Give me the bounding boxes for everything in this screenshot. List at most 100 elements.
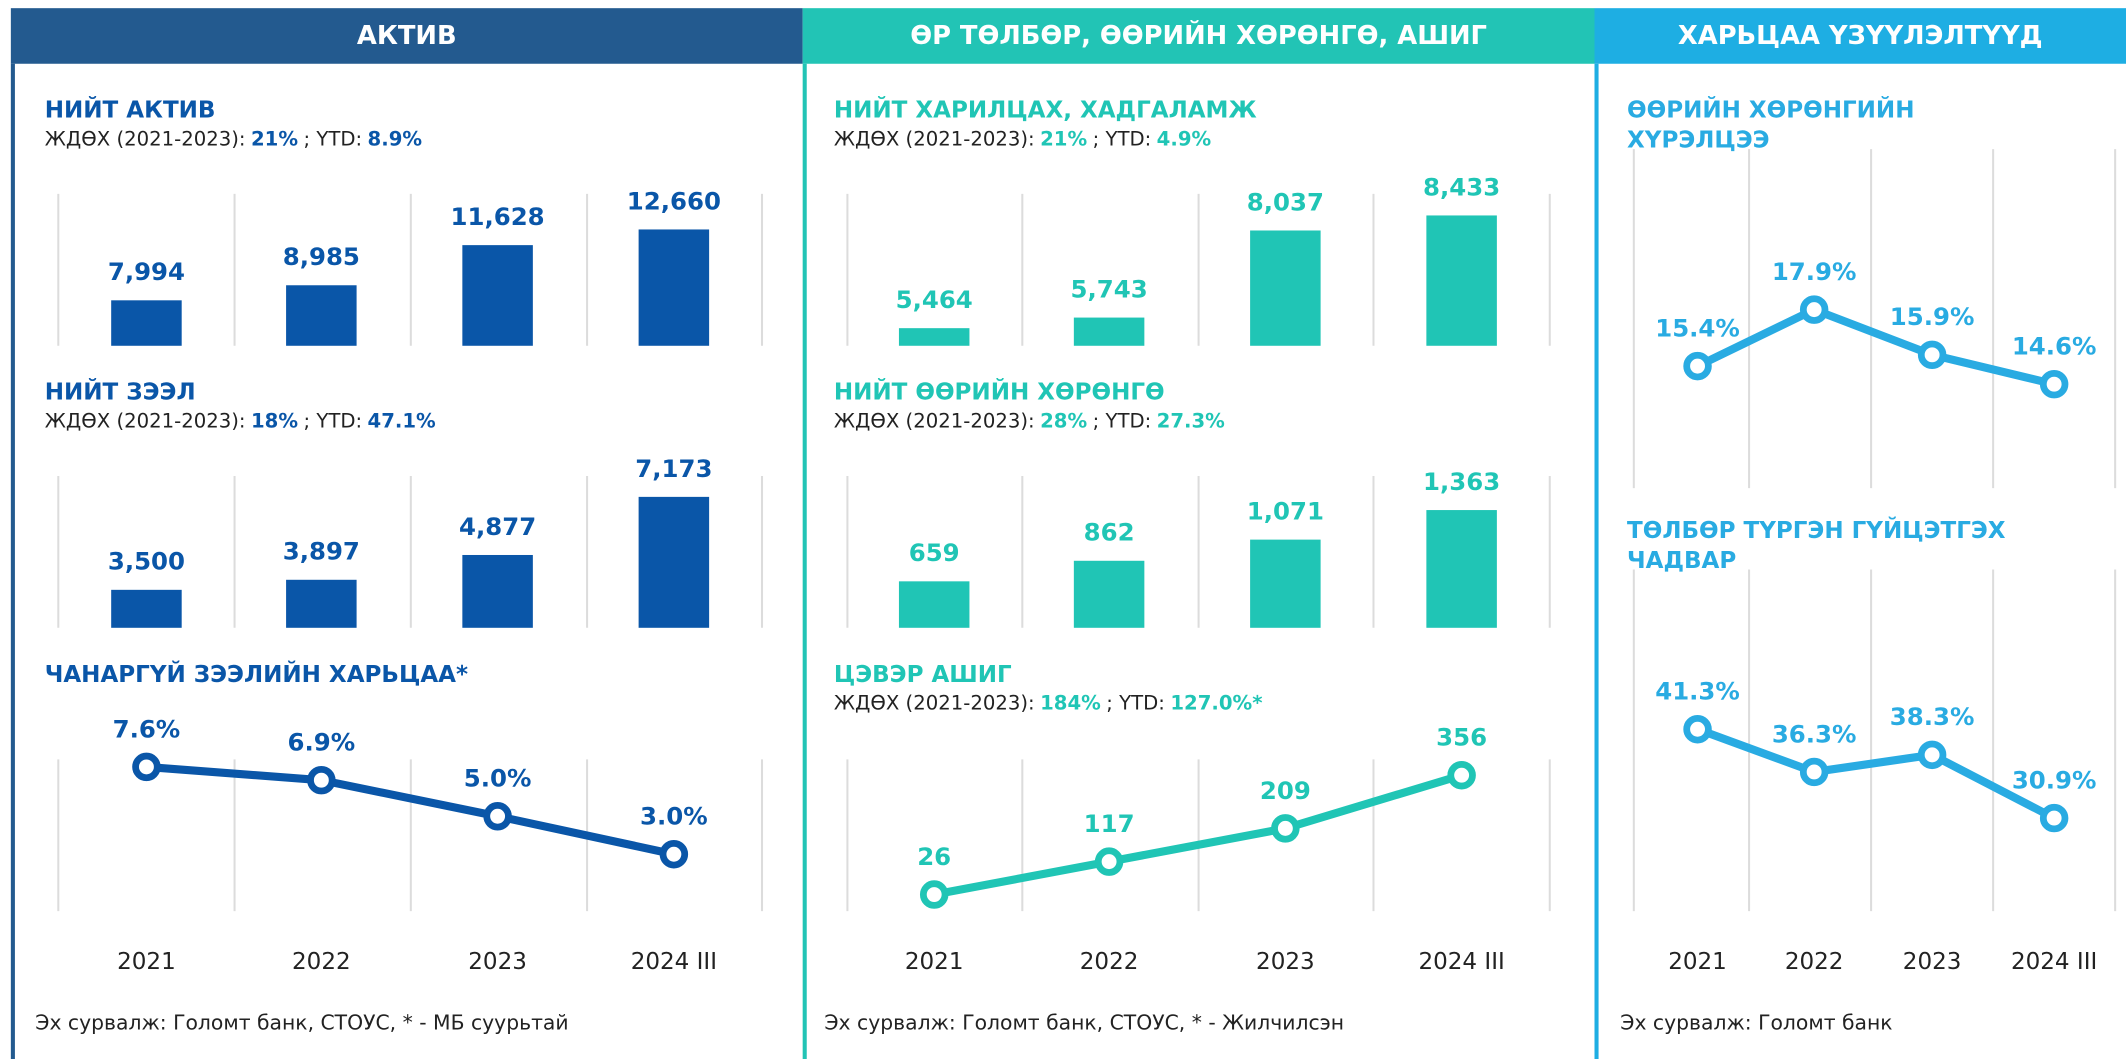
marker bbox=[1917, 740, 1947, 770]
chart: ЦЭВЭР АШИГ ЖДӨХ (2021-2023): 184%; YTD: 127… bbox=[834, 662, 1551, 975]
bar bbox=[1250, 539, 1321, 628]
subtitle-part: ; YTD: bbox=[1106, 691, 1165, 714]
bar bbox=[638, 496, 710, 628]
source-note: Эх сурвалж: Голомт банк bbox=[1620, 1011, 1892, 1035]
subtitle-part: ; YTD: bbox=[303, 127, 362, 150]
value-label: 7.6% bbox=[113, 714, 181, 743]
bar bbox=[462, 554, 533, 628]
chart-title: ХҮРЭЛЦЭЭ bbox=[1627, 128, 1770, 154]
x-tick-label: 2021 bbox=[117, 949, 176, 975]
line bbox=[1696, 725, 2057, 822]
chart-subtitle: ЖДӨХ (2021-2023): 21% ; YTD: 4.9% bbox=[834, 127, 1212, 150]
subtitle-part: 18% bbox=[251, 409, 298, 432]
x-tick-label: 2023 bbox=[1256, 949, 1315, 975]
line bbox=[146, 762, 675, 859]
chart: НИЙТ ЗЭЭЛ ЖДӨХ (2021-2023): 18%; YTD: 47.1%… bbox=[45, 378, 764, 628]
bar bbox=[1426, 215, 1497, 346]
marker bbox=[2039, 369, 2069, 399]
subtitle-part: 27.3% bbox=[1157, 409, 1225, 432]
value-label: 15.4% bbox=[1655, 314, 1740, 343]
chart: ЧАНАРГҮЙ ЗЭЭЛИЙН ХАРЬЦАА* 7.6% 6.9% 5.0% 3.0… bbox=[45, 660, 764, 975]
value-label: 6.9% bbox=[288, 728, 356, 757]
marker bbox=[307, 765, 336, 795]
marker bbox=[2039, 803, 2069, 833]
marker bbox=[919, 880, 949, 909]
value-label: 3,500 bbox=[108, 547, 185, 576]
subtitle-part: 21% bbox=[251, 127, 298, 150]
subtitle-part: 4.9% bbox=[1157, 127, 1212, 150]
value-label: 1,363 bbox=[1423, 467, 1500, 496]
marker bbox=[1094, 847, 1124, 876]
x-tick-label: 2022 bbox=[1785, 949, 1844, 975]
chart-title: ТӨЛБӨР ТҮРГЭН ГҮЙЦЭТГЭХ bbox=[1627, 516, 2006, 544]
bar bbox=[1426, 510, 1497, 628]
value-label: 659 bbox=[909, 538, 960, 567]
marker bbox=[1799, 757, 1829, 787]
marker bbox=[1447, 760, 1476, 790]
value-label: 30.9% bbox=[2012, 765, 2097, 794]
value-label: 117 bbox=[1084, 809, 1135, 838]
chart-title: НИЙТ ӨӨРИЙН ХӨРӨНГӨ bbox=[834, 378, 1165, 406]
bar bbox=[1073, 560, 1145, 628]
bar bbox=[898, 328, 970, 346]
panel-header-bg bbox=[802, 8, 1595, 64]
value-label: 7,994 bbox=[108, 257, 185, 286]
x-tick-label: 2021 bbox=[905, 949, 964, 975]
x-tick-label: 2022 bbox=[292, 949, 351, 975]
chart-subtitle: ЖДӨХ (2021-2023): 18%; YTD: 47.1% bbox=[45, 409, 436, 432]
value-label: 5.0% bbox=[464, 764, 532, 793]
value-label: 3.0% bbox=[640, 802, 708, 831]
panel-header: ХАРЬЦАА ҮЗҮҮЛЭЛТҮҮД bbox=[1678, 21, 2043, 51]
marker bbox=[1917, 340, 1947, 370]
bar bbox=[462, 245, 533, 346]
bar bbox=[638, 229, 710, 346]
marker bbox=[132, 752, 161, 782]
value-label: 209 bbox=[1260, 776, 1311, 805]
chart: ӨӨРИЙН ХӨРӨНГИЙН ХҮРЭЛЦЭЭ 15.4% 17.9% 15.9% 1… bbox=[1627, 96, 2117, 489]
panel-header: АКТИВ bbox=[357, 21, 457, 51]
marker bbox=[1271, 814, 1300, 843]
chart-title: ЧАНАРГҮЙ ЗЭЭЛИЙН ХАРЬЦАА* bbox=[45, 660, 468, 688]
subtitle-part: ЖДӨХ (2021-2023): bbox=[834, 409, 1035, 432]
subtitle-part: 8.9% bbox=[368, 127, 423, 150]
bar bbox=[898, 581, 970, 628]
subtitle-part: ; YTD: bbox=[1093, 127, 1152, 150]
value-label: 3,897 bbox=[283, 537, 360, 566]
chart: НИЙТ ӨӨРИЙН ХӨРӨНГӨ ЖДӨХ (2021-2023): 28%;… bbox=[834, 378, 1551, 628]
value-label: 1,071 bbox=[1247, 497, 1324, 526]
subtitle-part: ЖДӨХ (2021-2023): bbox=[834, 691, 1035, 714]
bar bbox=[111, 589, 182, 628]
bar bbox=[111, 300, 182, 346]
chart-title: НИЙТ ЗЭЭЛ bbox=[45, 378, 196, 406]
chart-title: ЧАДВАР bbox=[1627, 548, 1736, 574]
x-tick-label: 2021 bbox=[1668, 949, 1727, 975]
bar bbox=[286, 579, 357, 628]
source-note: Эх сурвалж: Голомт банк, СТОУС, * - МБ с… bbox=[35, 1011, 568, 1035]
value-label: 41.3% bbox=[1655, 677, 1740, 706]
chart-title: НИЙТ АКТИВ bbox=[45, 96, 216, 124]
marker bbox=[1683, 351, 1712, 381]
marker bbox=[659, 839, 689, 869]
chart-subtitle: ЖДӨХ (2021-2023): 184%; YTD: 127.0%* bbox=[834, 691, 1263, 714]
value-label: 5,743 bbox=[1071, 274, 1148, 303]
chart: ТӨЛБӨР ТҮРГЭН ГҮЙЦЭТГЭХ ЧАДВАР 41.3% 36.3% 3… bbox=[1627, 516, 2117, 975]
chart-subtitle: ЖДӨХ (2021-2023): 21%; YTD: 8.9% bbox=[45, 127, 423, 150]
subtitle-part: ; YTD: bbox=[1093, 409, 1152, 432]
panel-header-bg bbox=[10, 8, 803, 64]
value-label: 17.9% bbox=[1772, 257, 1857, 286]
x-tick-label: 2023 bbox=[1903, 949, 1962, 975]
value-label: 862 bbox=[1084, 518, 1135, 547]
chart-title: ӨӨРИЙН ХӨРӨНГИЙН bbox=[1627, 96, 1914, 124]
subtitle-part: ЖДӨХ (2021-2023): bbox=[45, 127, 246, 150]
chart-subtitle: ЖДӨХ (2021-2023): 28% ; YTD: 27.3% bbox=[834, 409, 1225, 432]
value-label: 36.3% bbox=[1772, 719, 1857, 748]
subtitle-part: 127.0%* bbox=[1170, 691, 1262, 714]
chart-title: НИЙТ ХАРИЛЦАХ, ХАДГАЛАМЖ bbox=[834, 96, 1257, 124]
value-label: 5,464 bbox=[896, 285, 973, 314]
x-tick-label: 2024 III bbox=[1418, 949, 1504, 975]
subtitle-part: ЖДӨХ (2021-2023): bbox=[834, 127, 1035, 150]
bar bbox=[1073, 317, 1145, 346]
value-label: 8,037 bbox=[1247, 187, 1324, 216]
panel-header: ӨР ТӨЛБӨР, ӨӨРИЙН ХӨРӨНГӨ, АШИГ bbox=[910, 19, 1487, 51]
